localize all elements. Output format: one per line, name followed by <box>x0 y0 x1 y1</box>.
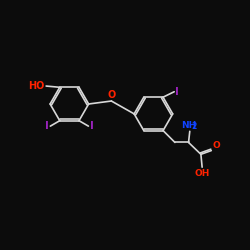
Text: 2: 2 <box>192 122 197 130</box>
Text: OH: OH <box>194 169 210 178</box>
Text: I: I <box>176 87 179 97</box>
Text: I: I <box>90 121 94 131</box>
Text: O: O <box>212 140 220 149</box>
Text: O: O <box>107 90 116 100</box>
Text: HO: HO <box>28 81 45 91</box>
Text: I: I <box>45 121 49 131</box>
Text: NH: NH <box>181 121 196 130</box>
